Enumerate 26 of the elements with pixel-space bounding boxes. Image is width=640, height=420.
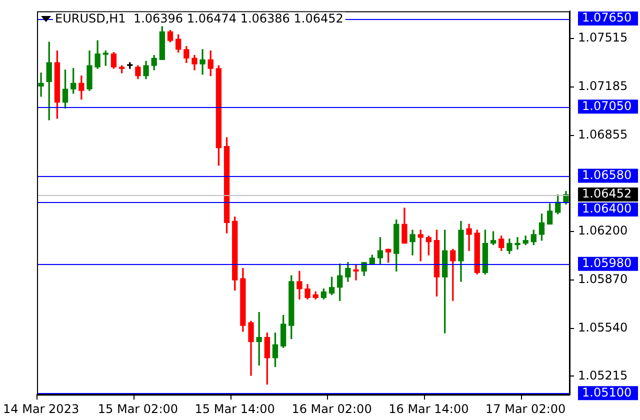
x-tick-label: 16 Mar 14:00 bbox=[388, 402, 469, 416]
y-tick-label: 1.06855 bbox=[578, 127, 628, 142]
candlestick bbox=[514, 237, 520, 250]
ref-line-label: 1.05980 bbox=[582, 256, 632, 270]
ref-line-label: 1.05100 bbox=[582, 385, 632, 400]
candlestick bbox=[38, 72, 44, 97]
y-tick-label: 1.05870 bbox=[578, 272, 628, 286]
x-tick-label: 14 Mar 2023 bbox=[3, 402, 80, 416]
y-tick-label: 1.07185 bbox=[578, 78, 628, 93]
y-tick-label: 1.05215 bbox=[578, 368, 628, 382]
y-tick-label: 1.06200 bbox=[578, 224, 628, 238]
chart-title: EURUSD,H1 1.06396 1.06474 1.06386 1.06452 bbox=[55, 11, 344, 26]
candlestick bbox=[200, 49, 206, 75]
candlestick bbox=[353, 265, 359, 280]
ref-line-label: 1.06580 bbox=[582, 168, 632, 182]
x-tick-label: 16 Mar 02:00 bbox=[292, 402, 372, 416]
x-tick-label: 17 Mar 02:00 bbox=[486, 402, 566, 416]
ref-line-label: 1.07050 bbox=[582, 98, 632, 113]
ref-line-label: 1.07650 bbox=[582, 10, 632, 25]
x-tick-label: 15 Mar 02:00 bbox=[98, 402, 178, 416]
ref-line-label: 1.06452 bbox=[582, 186, 632, 201]
ref-line-label: 1.06400 bbox=[582, 202, 632, 216]
candlestick bbox=[466, 224, 472, 251]
y-tick-label: 1.05540 bbox=[578, 320, 628, 335]
x-tick-label: 15 Mar 14:00 bbox=[194, 402, 275, 416]
y-tick-label: 1.07515 bbox=[578, 30, 628, 44]
